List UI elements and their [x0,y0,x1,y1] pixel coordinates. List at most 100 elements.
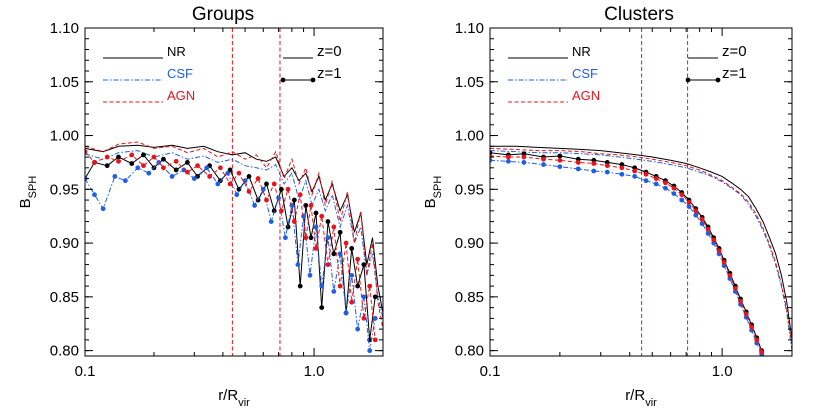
data-point-csf [204,165,210,171]
data-point-csf [705,231,711,236]
legend-label-agn: AGN [572,88,600,103]
data-point-agn [671,185,677,191]
data-point-csf [591,168,597,174]
data-point-csf [252,203,257,208]
data-point-agn [303,235,309,241]
data-point-agn [686,199,692,205]
y-axis-label: BSPH [17,176,39,209]
data-point-agn [361,315,367,321]
data-point-csf [575,166,581,172]
data-point-nr [246,174,252,179]
legend-label-z0: z=0 [722,43,747,60]
data-point-agn [161,165,166,171]
panel-title: Groups [192,4,254,25]
data-point-agn [185,169,190,175]
y-tick-label: 0.85 [455,289,484,306]
data-point-csf [301,213,306,219]
data-point-agn [141,163,146,169]
series-line-nr-z1 [490,152,765,356]
data-point-csf [215,181,221,187]
x-tick-label: 1.0 [712,363,733,380]
data-point-agn [349,299,355,305]
series-line-nr-z1 [85,154,376,340]
data-point-csf [169,174,175,179]
legend-marker [685,77,691,83]
data-point-agn [772,371,777,376]
data-point-agn [541,156,546,162]
data-point-agn [195,163,200,169]
plot-area [490,28,792,376]
data-point-agn [711,237,717,243]
y-tick-label: 1.05 [455,74,484,91]
data-point-nr [764,359,769,364]
data-point-agn [217,165,223,171]
data-point-agn [271,181,277,187]
y-tick-label: 1.10 [50,20,79,37]
data-point-nr [303,203,309,208]
data-point-csf [367,348,373,354]
series-line-agn-z0 [490,147,792,346]
data-point-agn [355,256,361,262]
data-point-agn [716,248,722,254]
data-point-agn [337,283,343,289]
legend-marker [715,77,721,83]
axes-frame [489,27,793,357]
data-point-csf [225,170,231,176]
x-tick-label: 1.0 [304,363,325,380]
data-point-agn [291,219,297,224]
data-point-csf [337,251,343,257]
y-tick-label: 1.00 [50,128,79,145]
data-point-csf [521,160,527,165]
data-point-nr [355,283,361,289]
data-point-nr [161,156,166,162]
data-point-agn [246,189,252,194]
data-point-csf [349,272,355,278]
data-point-agn [325,262,331,267]
data-point-nr [331,251,337,257]
series-line-nr-z0 [85,144,383,314]
x-tick-label: 0.1 [75,363,96,380]
series-line-agn-z1 [490,155,765,356]
data-point-csf [191,176,197,181]
data-point-agn [693,208,699,214]
data-point-csf [181,167,187,173]
data-point-csf [557,164,563,170]
data-point-agn [85,149,88,155]
legend-label-csf: CSF [167,66,193,81]
y-tick-label: 0.85 [50,289,79,306]
series-line-agn-z0 [85,141,383,330]
data-point-agn [591,161,597,166]
data-point-csf [295,262,301,267]
data-point-agn [505,154,511,160]
data-point-agn [521,154,527,160]
data-point-agn [721,260,727,265]
y-tick-label: 0.90 [455,235,484,252]
data-point-agn [705,226,711,232]
data-point-agn [367,283,373,289]
legend-label-z1: z=1 [722,65,747,82]
data-point-csf [100,206,106,212]
data-point-csf [764,361,769,366]
data-point-nr [325,219,331,224]
series-line-csf-z1 [490,159,764,356]
data-point-csf [372,315,378,321]
data-point-agn [278,208,284,214]
data-point-nr [772,370,777,375]
data-point-csf [289,203,295,208]
series-line-nr-z0 [490,145,792,340]
data-point-csf [135,165,141,171]
data-point-csf [234,192,240,198]
data-point-agn [151,154,157,160]
data-point-csf [653,181,659,187]
data-point-agn [319,213,325,219]
y-tick-label: 0.95 [50,181,79,198]
data-point-nr [116,154,121,160]
data-point-csf [92,192,97,198]
data-point-agn [653,176,659,181]
data-point-agn [207,174,213,179]
data-point-agn [732,285,738,291]
data-point-agn [343,240,349,246]
data-point-agn [743,311,749,317]
data-point-agn [285,186,291,192]
data-point-agn [764,359,769,364]
